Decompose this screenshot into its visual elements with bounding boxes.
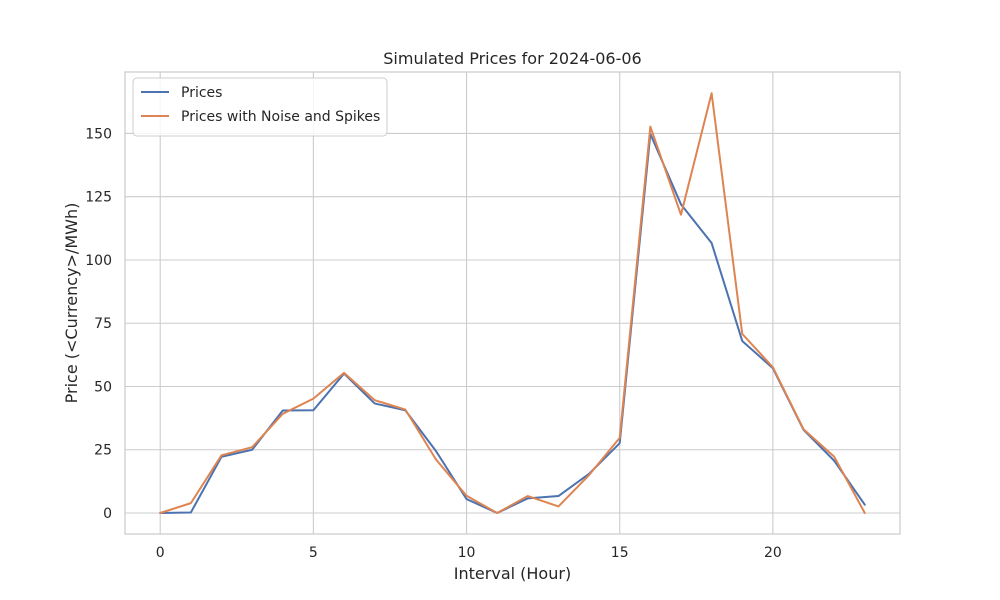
legend-label: Prices — [181, 85, 222, 101]
y-tick-label: 50 — [94, 379, 112, 395]
x-axis-label: Interval (Hour) — [454, 564, 571, 583]
x-tick-label: 5 — [309, 545, 318, 561]
y-tick-label: 75 — [94, 316, 112, 332]
legend-box — [132, 77, 388, 137]
y-tick-label: 150 — [85, 126, 112, 142]
legend-label: Prices with Noise and Spikes — [181, 109, 380, 125]
x-tick-label: 15 — [611, 545, 629, 561]
series-line-1 — [159, 92, 866, 514]
x-tick-label: 0 — [156, 545, 165, 561]
grid — [125, 72, 900, 534]
legend: Prices Prices with Noise and Spikes — [132, 77, 388, 137]
y-tick-label: 25 — [94, 443, 112, 459]
y-tick-labels: 0 25 50 75 100 125 150 — [85, 126, 112, 522]
y-axis-label: Price (<Currency>/MWh) — [62, 203, 81, 404]
y-tick-label: 125 — [85, 190, 112, 206]
x-tick-label: 10 — [458, 545, 476, 561]
plot-frame — [124, 71, 901, 535]
y-tick-label: 100 — [85, 253, 112, 269]
series-lines — [159, 92, 866, 514]
y-tick-label: 0 — [103, 506, 112, 522]
chart-title: Simulated Prices for 2024-06-06 — [383, 49, 641, 68]
x-tick-label: 20 — [764, 545, 782, 561]
x-tick-labels: 0 5 10 15 20 — [156, 545, 782, 561]
